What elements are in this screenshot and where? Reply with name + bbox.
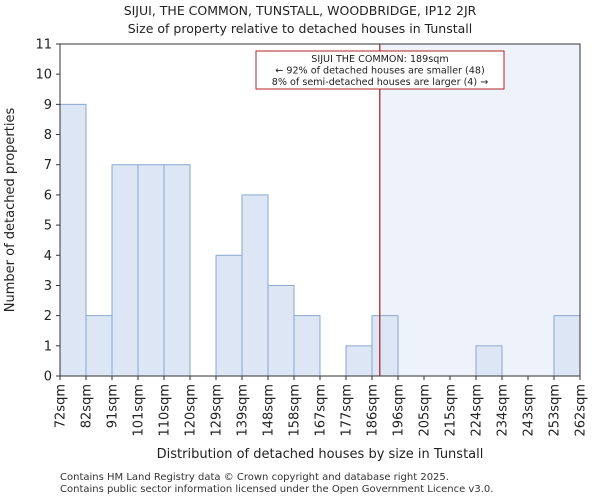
annotation-line: SIJUI THE COMMON: 189sqm	[311, 54, 448, 65]
x-tick-label: 158sqm	[288, 384, 303, 437]
y-tick-label: 11	[35, 38, 52, 53]
x-tick-label: 110sqm	[158, 384, 173, 437]
annotation-box	[255, 50, 505, 90]
x-tick-label: 82sqm	[80, 384, 95, 428]
histogram-bar	[163, 164, 191, 377]
x-tick-label: 148sqm	[262, 384, 277, 437]
y-tick-label: 8	[44, 128, 52, 143]
histogram-chart: 0 1 2 3 4 5 6 7 8 9 10 11 72sqm 82sqm 91sqm 101sqm 110sq…	[3, 38, 589, 463]
x-tick-label: 253sqm	[548, 384, 563, 437]
histogram-bar	[293, 315, 321, 377]
y-tick-label: 7	[44, 158, 52, 173]
histogram-bar	[475, 345, 503, 377]
x-tick-label: 177sqm	[340, 384, 355, 437]
y-tick-label: 2	[44, 309, 52, 324]
x-tick-label: 196sqm	[392, 384, 407, 437]
x-tick-label: 205sqm	[418, 384, 433, 437]
y-axis-label: Number of detached properties	[3, 108, 18, 313]
histogram-bar	[553, 315, 581, 377]
annotation-line: 8% of semi-detached houses are larger (4…	[272, 77, 489, 88]
x-tick-label: 167sqm	[314, 384, 329, 437]
chart-subtitle: Size of property relative to detached ho…	[127, 21, 473, 36]
x-tick-label: 101sqm	[132, 384, 147, 437]
histogram-bar	[111, 164, 139, 377]
y-tick-label: 0	[44, 370, 52, 385]
footer-attribution-1: Contains HM Land Registry data © Crown c…	[60, 472, 449, 483]
x-tick-label: 91sqm	[106, 384, 121, 428]
y-tick-label: 9	[44, 98, 52, 113]
x-tick-label: 243sqm	[522, 384, 537, 437]
footer-attribution-2: Contains public sector information licen…	[60, 484, 494, 495]
histogram-bar	[137, 164, 165, 377]
y-tick-label: 6	[44, 188, 52, 203]
y-tick-label: 5	[44, 219, 52, 234]
histogram-bar	[241, 194, 269, 377]
y-tick-label: 1	[44, 339, 52, 354]
histogram-bar	[85, 315, 113, 377]
x-tick-label: 129sqm	[210, 384, 225, 437]
y-tick-label: 3	[44, 279, 52, 294]
x-tick-label: 72sqm	[54, 384, 69, 428]
histogram-bar	[267, 284, 295, 377]
histogram-bar	[215, 254, 243, 377]
x-tick-label: 224sqm	[470, 384, 485, 437]
x-tick-label: 262sqm	[574, 384, 589, 437]
x-tick-label: 234sqm	[496, 384, 511, 437]
x-tick-label: 120sqm	[184, 384, 199, 437]
larger-region-shade	[379, 44, 580, 376]
y-tick-label: 4	[44, 249, 52, 264]
x-tick-label: 186sqm	[366, 384, 381, 437]
x-axis-label: Distribution of detached houses by size …	[157, 447, 484, 462]
x-tick-label: 215sqm	[444, 384, 459, 437]
annotation-line: ← 92% of detached houses are smaller (48…	[275, 66, 484, 77]
histogram-bar	[59, 103, 87, 377]
histogram-bar	[345, 345, 373, 377]
histogram-bar	[371, 315, 399, 377]
x-tick-label: 139sqm	[236, 384, 251, 437]
y-tick-label: 10	[35, 68, 52, 83]
chart-title: SIJUI, THE COMMON, TUNSTALL, WOODBRIDGE,…	[123, 3, 477, 18]
